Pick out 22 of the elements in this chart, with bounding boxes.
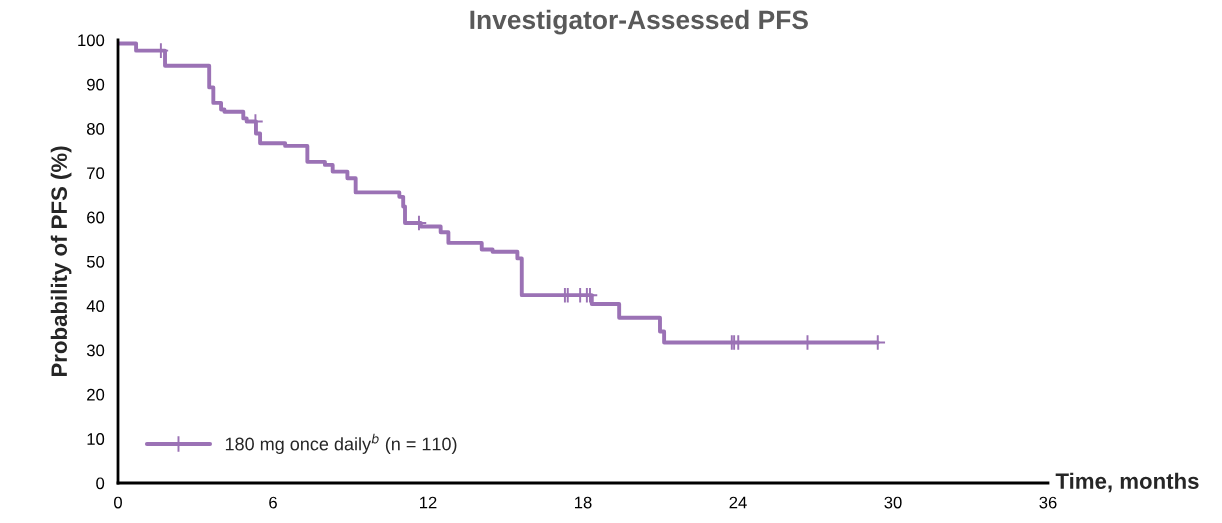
legend-label: 180 mg once daily$^{b}$ (n = 110) [225,433,457,454]
x-tick-label: 12 [420,496,437,509]
x-tick-label: 6 [269,496,277,509]
x-tick-label: 24 [729,496,747,509]
x-tick-label: 30 [884,496,902,509]
y-tick-label: 50 [86,255,105,268]
x-tick-label: 36 [1039,496,1057,509]
y-tick-label: 20 [87,388,105,401]
y-tick-label: 70 [87,167,105,180]
x-axis-title: Time, months [1055,472,1199,493]
y-tick-label: 100 [78,34,105,47]
y-tick-label: 40 [86,300,105,312]
y-tick-label: 60 [87,211,105,224]
y-tick-label: 0 [96,477,105,490]
x-tick-label: 18 [575,496,592,509]
y-axis-title: Probability of PFS (%) [50,146,72,377]
y-tick-label: 30 [86,344,105,357]
y-tick-label: 90 [87,78,105,91]
y-tick-label: 80 [86,123,105,135]
y-tick-label: 10 [87,433,105,445]
x-tick-label: 0 [114,496,122,509]
chart-title: Investigator-Assessed PFS [470,9,808,35]
